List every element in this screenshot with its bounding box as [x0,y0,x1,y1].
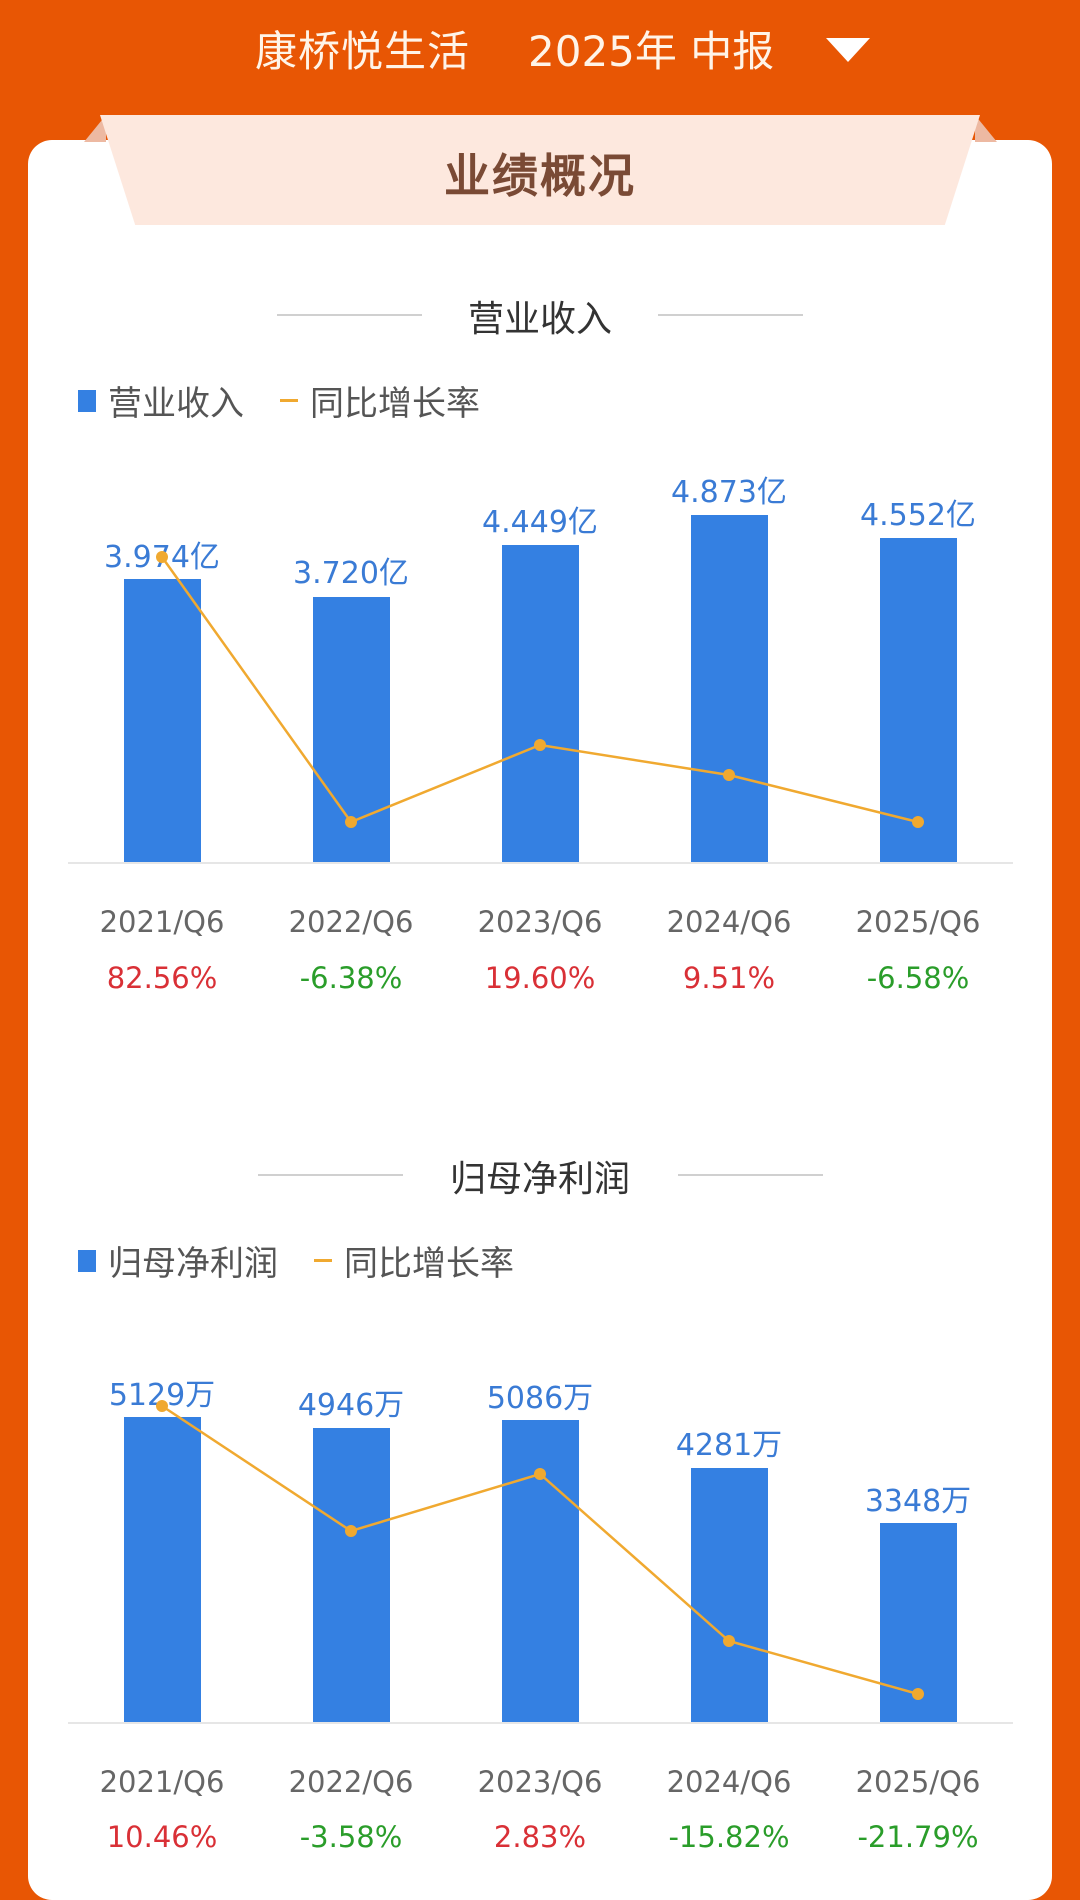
profit-bar[interactable] [880,1523,957,1723]
report-period-selector[interactable]: 2025年 中报 [528,27,775,76]
company-name: 康桥悦生活 [255,27,471,76]
profit-bar[interactable] [124,1417,201,1723]
title-divider-right [678,1174,823,1176]
growth-rate-label: -6.38% [299,961,403,995]
x-axis-label: 2023/Q6 [477,1765,603,1799]
section-ribbon [100,115,980,225]
x-axis-label: 2021/Q6 [99,905,225,939]
revenue-value-label: 4.873亿 [671,475,787,510]
revenue-legend: 营业收入 同比增长率 [78,376,480,425]
profit-value-label: 4946万 [297,1388,405,1423]
header: 康桥悦生活 2025年 中报 [0,0,1080,100]
ribbon-title: 业绩概况 [444,149,636,203]
x-axis-line [68,1722,1013,1724]
revenue-bar[interactable] [124,579,201,863]
legend-line-label: 同比增长率 [344,1244,514,1284]
revenue-bar[interactable] [313,597,390,863]
growth-rate-label: -15.82% [668,1820,790,1854]
ribbon-fold-left [84,115,106,142]
revenue-value-label: 3.720亿 [293,556,409,591]
growth-rate-label: -3.58% [299,1820,403,1854]
x-axis-label: 2024/Q6 [666,1765,792,1799]
title-divider-left [258,1174,403,1176]
legend-bar-label: 营业收入 [108,384,244,424]
x-axis-label: 2025/Q6 [855,1765,981,1799]
title-divider-right [658,314,803,316]
profit-bar[interactable] [691,1468,768,1723]
growth-rate-label: -6.58% [866,961,970,995]
revenue-chart-title: 营业收入 [467,299,612,340]
profit-chart-title: 归母净利润 [449,1159,630,1200]
growth-rate-label: 10.46% [106,1820,218,1854]
bar-legend-swatch-icon [78,389,96,412]
x-axis-label: 2021/Q6 [99,1765,225,1799]
revenue-value-label: 4.552亿 [860,498,976,533]
ribbon-fold-right [975,115,997,142]
profit-bar[interactable] [502,1420,579,1723]
line-legend-swatch-icon [314,1259,332,1262]
revenue-bar[interactable] [691,515,768,863]
caret-down-icon[interactable] [826,38,870,62]
profit-value-label: 5129万 [108,1378,216,1413]
revenue-bar[interactable] [502,545,579,863]
growth-rate-label: -21.79% [857,1820,979,1854]
growth-rate-label: 2.83% [493,1820,587,1854]
profit-value-label: 3348万 [864,1484,972,1519]
x-axis-line [68,862,1013,864]
profit-value-label: 4281万 [675,1428,783,1463]
legend-bar-label: 归母净利润 [108,1244,278,1284]
bar-legend-swatch-icon [78,1249,96,1272]
title-divider-left [277,314,422,316]
revenue-value-label: 4.449亿 [482,505,598,540]
profit-bar[interactable] [313,1428,390,1723]
growth-rate-label: 82.56% [106,961,218,995]
x-axis-label: 2022/Q6 [288,1765,414,1799]
profit-legend: 归母净利润 同比增长率 [78,1236,514,1285]
revenue-bar[interactable] [880,538,957,863]
growth-rate-label: 19.60% [484,961,596,995]
x-axis-label: 2024/Q6 [666,905,792,939]
growth-rate-label: 9.51% [682,961,776,995]
x-axis-label: 2023/Q6 [477,905,603,939]
revenue-value-label: 3.974亿 [104,540,220,575]
legend-line-label: 同比增长率 [310,384,480,424]
x-axis-label: 2025/Q6 [855,905,981,939]
line-legend-swatch-icon [280,399,298,402]
profit-value-label: 5086万 [486,1381,594,1416]
x-axis-label: 2022/Q6 [288,905,414,939]
